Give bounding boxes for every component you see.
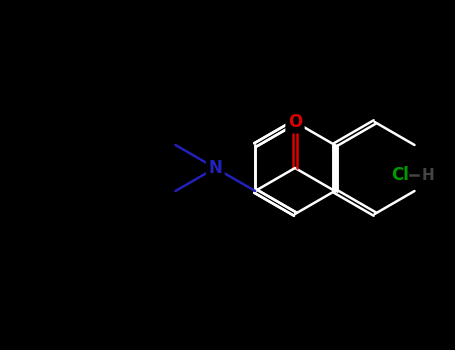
Text: N: N	[208, 159, 222, 177]
Text: Cl: Cl	[391, 166, 409, 184]
Text: O: O	[288, 113, 302, 131]
Text: H: H	[422, 168, 435, 182]
